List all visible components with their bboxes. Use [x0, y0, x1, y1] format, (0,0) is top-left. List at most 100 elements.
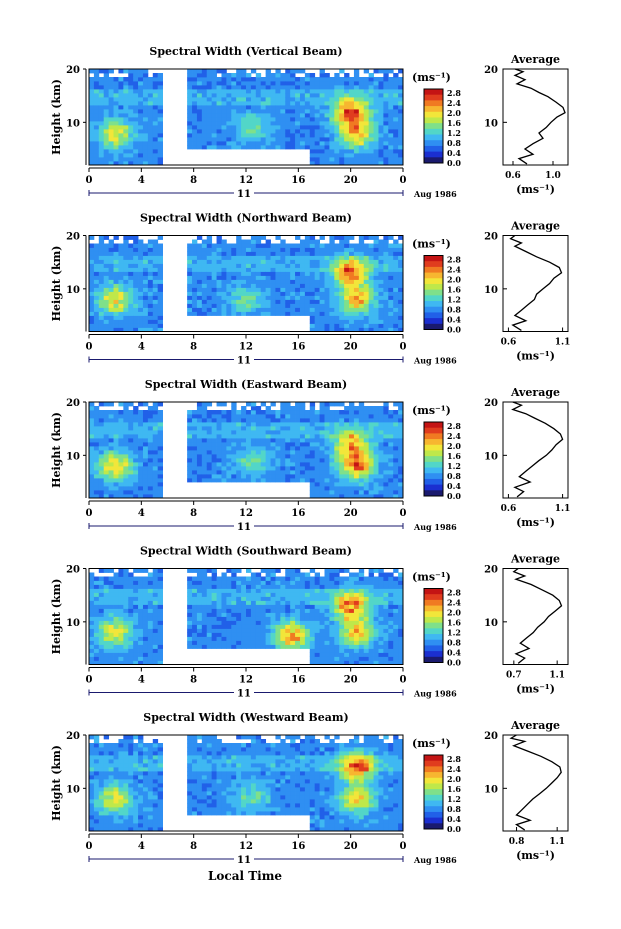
colorbar-tick-label: 0.4 — [447, 148, 461, 158]
colorbar-unit-label: (ms⁻¹) — [412, 737, 451, 750]
colorbar-tick-label: 0.0 — [447, 491, 461, 501]
y-tick-label: 20 — [66, 65, 80, 76]
profile-x-label: (ms⁻¹) — [516, 350, 555, 363]
x-tick-label: 20 — [344, 342, 358, 353]
x-tick-label: 20 — [344, 841, 358, 852]
colorbar-tick-label: 0.8 — [447, 804, 461, 814]
day-label: 11 — [237, 189, 251, 200]
colorbar-unit-label: (ms⁻¹) — [412, 404, 451, 417]
profile-x-tick-label: 1.1 — [549, 671, 565, 681]
colorbar-tick-label: 2.0 — [447, 108, 461, 118]
y-axis-label: Height (km) — [50, 412, 63, 488]
heatmap-cells — [89, 235, 404, 332]
panel-title: Spectral Width (Northward Beam) — [140, 212, 352, 225]
colorbar-tick-label: 1.2 — [447, 794, 461, 804]
colorbar-tick-label: 0.8 — [447, 138, 461, 148]
panel-title: Spectral Width (Vertical Beam) — [149, 45, 342, 58]
x-tick-label: 20 — [344, 508, 358, 519]
profile-x-label: (ms⁻¹) — [516, 183, 555, 196]
x-tick-label: 0 — [86, 175, 93, 186]
profile-x-label: (ms⁻¹) — [516, 849, 555, 862]
colorbar-tick-label: 2.8 — [447, 88, 461, 98]
profile-line — [509, 734, 562, 831]
x-tick-label: 12 — [239, 841, 253, 852]
colorbar-tick-label: 0.4 — [447, 814, 461, 824]
x-tick-label: 12 — [239, 342, 253, 353]
plot-frame — [88, 568, 404, 665]
y-tick-label: 10 — [66, 618, 80, 629]
profile-x-tick-label: 0.6 — [501, 338, 517, 348]
month-label: Aug 1986 — [413, 356, 457, 366]
day-label: 11 — [237, 855, 251, 866]
colorbar-tick-label: 0.8 — [447, 638, 461, 648]
profile-title: Average — [510, 553, 560, 566]
colorbar-tick-label: 1.6 — [447, 784, 461, 794]
colorbar-tick-label: 0.0 — [447, 824, 461, 834]
profile-x-tick-label: 1.1 — [549, 837, 565, 847]
x-tick-label: 8 — [190, 841, 197, 852]
colorbar-tick-label: 1.6 — [447, 118, 461, 128]
colorbar-tick-label: 0.8 — [447, 305, 461, 315]
profile-x-tick-label: 0.7 — [506, 671, 522, 681]
profile-title: Average — [510, 220, 560, 233]
profile-y-tick-label: 10 — [484, 285, 498, 296]
plot-frame — [88, 68, 404, 166]
x-tick-label: 16 — [291, 675, 305, 686]
y-tick-label: 20 — [66, 232, 80, 243]
month-label: Aug 1986 — [413, 855, 457, 865]
colorbar-tick-label: 2.4 — [447, 265, 461, 275]
colorbar-tick-label: 0.0 — [447, 325, 461, 335]
x-tick-label: 16 — [291, 342, 305, 353]
day-label: 11 — [237, 522, 251, 533]
panel-4: Spectral Width (Southward Beam)2010Heigh… — [50, 545, 569, 700]
panel-3: Spectral Width (Eastward Beam)2010Height… — [50, 378, 570, 533]
x-tick-label: 20 — [344, 175, 358, 186]
profile-x-tick-label: 1.1 — [555, 338, 571, 348]
x-tick-label: 12 — [239, 508, 253, 519]
y-axis-label: Height (km) — [50, 79, 63, 155]
profile-line — [511, 401, 564, 498]
month-label: Aug 1986 — [413, 522, 457, 532]
colorbar-tick-label: 1.6 — [447, 451, 461, 461]
profile-x-tick-label: 0.8 — [509, 837, 525, 847]
heatmap-cells — [89, 69, 404, 166]
panel-title: Spectral Width (Westward Beam) — [143, 711, 348, 724]
x-tick-label: 0 — [400, 508, 407, 519]
x-tick-label: 4 — [138, 508, 145, 519]
x-tick-label: 0 — [86, 342, 93, 353]
profile-y-tick-label: 20 — [484, 65, 498, 76]
colorbar-tick-label: 2.4 — [447, 764, 461, 774]
colorbar-tick-label: 0.4 — [447, 648, 461, 658]
profile-line — [513, 68, 566, 165]
plot-frame — [88, 734, 404, 832]
x-tick-label: 0 — [400, 841, 407, 852]
y-tick-label: 10 — [66, 118, 80, 129]
colorbar-tick-label: 1.6 — [447, 618, 461, 628]
x-tick-label: 4 — [138, 841, 145, 852]
x-tick-label: 20 — [344, 675, 358, 686]
colorbar-tick-label: 2.4 — [447, 598, 461, 608]
colorbar-unit-label: (ms⁻¹) — [412, 571, 451, 584]
profile-y-tick-label: 20 — [484, 731, 498, 742]
x-axis-label: Local Time — [208, 869, 282, 883]
y-tick-label: 20 — [66, 731, 80, 742]
colorbar-tick-label: 2.8 — [447, 421, 461, 431]
colorbar-tick-label: 1.2 — [447, 295, 461, 305]
colorbar-tick-label: 2.0 — [447, 608, 461, 618]
x-tick-label: 0 — [400, 675, 407, 686]
heatmap-cells — [89, 568, 404, 665]
colorbar-tick-label: 0.4 — [447, 481, 461, 491]
colorbar-tick-label: 2.0 — [447, 275, 461, 285]
day-label: 11 — [237, 689, 251, 700]
profile-title: Average — [510, 386, 560, 399]
profile-x-label: (ms⁻¹) — [516, 683, 555, 696]
colorbar-tick-label: 0.0 — [447, 658, 461, 668]
heatmap-cells — [89, 735, 404, 832]
profile-y-tick-label: 20 — [484, 398, 498, 409]
x-tick-label: 0 — [86, 675, 93, 686]
panel-title: Spectral Width (Southward Beam) — [140, 545, 352, 558]
profile-frame — [502, 401, 569, 499]
panel-2: Spectral Width (Northward Beam)2010Heigh… — [50, 212, 570, 367]
month-label: Aug 1986 — [413, 189, 457, 199]
colorbar — [423, 88, 444, 164]
